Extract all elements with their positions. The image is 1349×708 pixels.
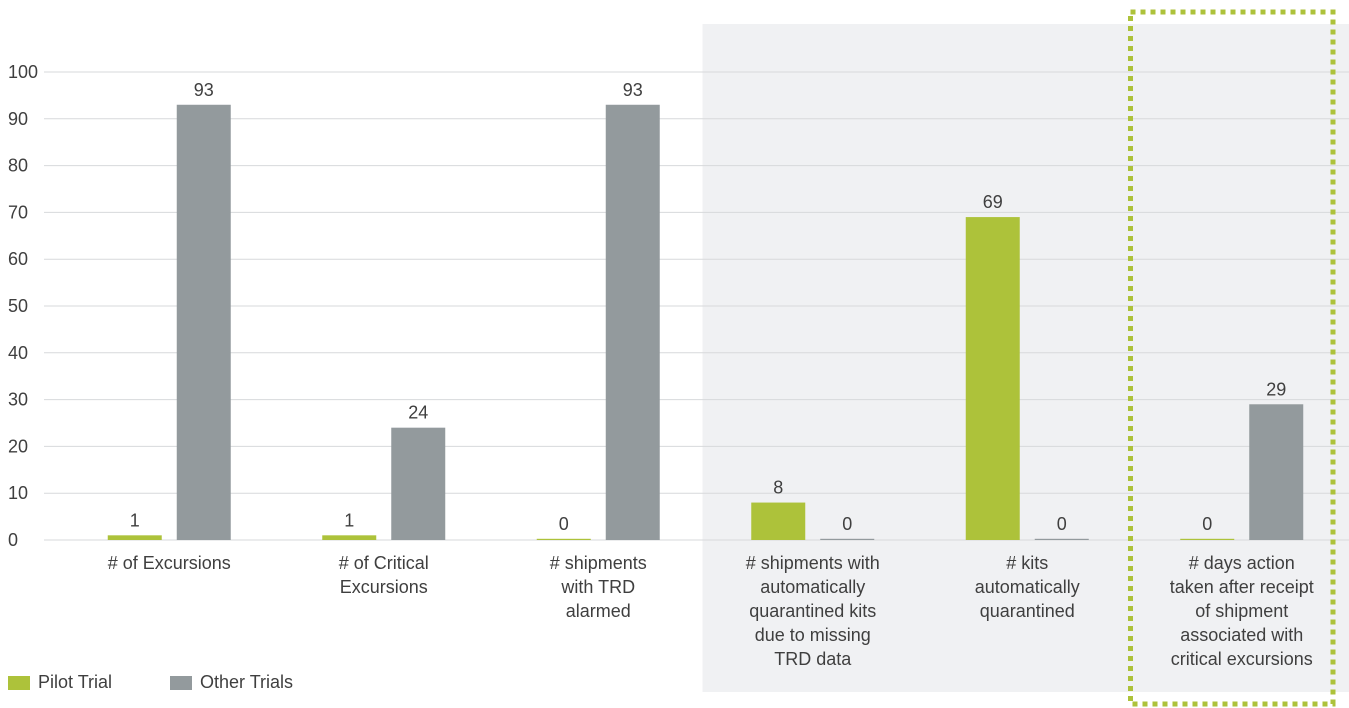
y-tick-label: 10 — [8, 483, 28, 503]
data-label: 24 — [408, 403, 428, 423]
shaded-region — [702, 24, 1349, 692]
category-label-line: of shipment — [1195, 601, 1288, 621]
category-label-line: TRD data — [774, 649, 852, 669]
category-label: # days action taken after receipt of shipm… — [1170, 553, 1314, 669]
y-tick-label: 60 — [8, 249, 28, 269]
category-labels: # of Excursions # of Critical Excursions# … — [108, 553, 1314, 669]
data-labels: 1 93 1 24 0 93 8 0 69 0 0 29 — [130, 80, 1287, 534]
y-tick-label: 100 — [8, 62, 38, 82]
category-label-line: quarantined kits — [749, 601, 876, 621]
category-label-line: due to missing — [755, 625, 871, 645]
data-label: 93 — [194, 80, 214, 100]
category-label-line: with TRD — [560, 577, 635, 597]
data-label: 29 — [1266, 379, 1286, 399]
category-label-line: # of Excursions — [108, 553, 231, 573]
y-tick-label: 90 — [8, 109, 28, 129]
category-label-line: Excursions — [340, 577, 428, 597]
data-label: 0 — [1202, 514, 1212, 534]
y-tick-label: 70 — [8, 202, 28, 222]
bar-pilot-trial — [107, 535, 162, 540]
bar-pilot-trial — [965, 217, 1020, 540]
category-label-line: # shipments with — [746, 553, 880, 573]
y-tick-label: 50 — [8, 296, 28, 316]
category-label: # shipments with TRD alarmed — [550, 553, 647, 621]
data-label: 93 — [623, 80, 643, 100]
data-label: 69 — [983, 192, 1003, 212]
category-label-line: # days action — [1189, 553, 1295, 573]
category-label-line: taken after receipt — [1170, 577, 1314, 597]
y-tick-label: 30 — [8, 390, 28, 410]
category-label-line: automatically — [975, 577, 1080, 597]
category-label: # of Excursions — [108, 553, 231, 573]
bar-other-trials — [1249, 404, 1304, 540]
bar-pilot-trial — [536, 538, 591, 540]
category-label-line: critical excursions — [1171, 649, 1313, 669]
legend-item-other-trials: Other Trials — [170, 672, 293, 693]
bar-pilot-trial — [322, 535, 377, 540]
y-tick-label: 80 — [8, 156, 28, 176]
data-label: 0 — [1057, 514, 1067, 534]
data-label: 8 — [773, 478, 783, 498]
category-label-line: automatically — [760, 577, 865, 597]
bar-other-trials — [1034, 538, 1089, 540]
bar-pilot-trial — [751, 502, 806, 540]
legend: Pilot Trial Other Trials — [8, 672, 351, 693]
bar-other-trials — [176, 104, 231, 540]
bars — [107, 104, 1304, 540]
legend-swatch-other-trials — [170, 675, 193, 690]
y-axis-ticks: 0 10 20 30 40 50 60 70 80 90 100 — [8, 62, 38, 550]
legend-item-pilot-trial: Pilot Trial — [8, 672, 112, 693]
category-label-line: associated with — [1180, 625, 1303, 645]
y-tick-label: 40 — [8, 343, 28, 363]
category-label-line: quarantined — [980, 601, 1075, 621]
bar-pilot-trial — [1180, 538, 1235, 540]
category-label-line: # shipments — [550, 553, 647, 573]
data-label: 1 — [130, 510, 140, 530]
category-label-line: alarmed — [566, 601, 631, 621]
category-label: # of Critical Excursions — [339, 553, 429, 597]
legend-label-pilot-trial: Pilot Trial — [38, 672, 113, 692]
highlight-box — [1128, 9, 1336, 707]
category-label: # shipments with automatically quarantined… — [746, 553, 880, 669]
category-label-line: # of Critical — [339, 553, 429, 573]
bar-other-trials — [820, 538, 875, 540]
data-label: 1 — [344, 510, 354, 530]
category-label-line: # kits — [1006, 553, 1048, 573]
data-label: 0 — [842, 514, 852, 534]
y-tick-label: 0 — [8, 530, 18, 550]
y-tick-label: 20 — [8, 436, 28, 456]
bar-other-trials — [391, 427, 446, 540]
bar-other-trials — [605, 104, 660, 540]
category-label: # kits automatically quarantined — [975, 553, 1080, 621]
legend-label-other-trials: Other Trials — [200, 672, 294, 692]
legend-swatch-pilot-trial — [8, 675, 30, 690]
data-label: 0 — [559, 514, 569, 534]
